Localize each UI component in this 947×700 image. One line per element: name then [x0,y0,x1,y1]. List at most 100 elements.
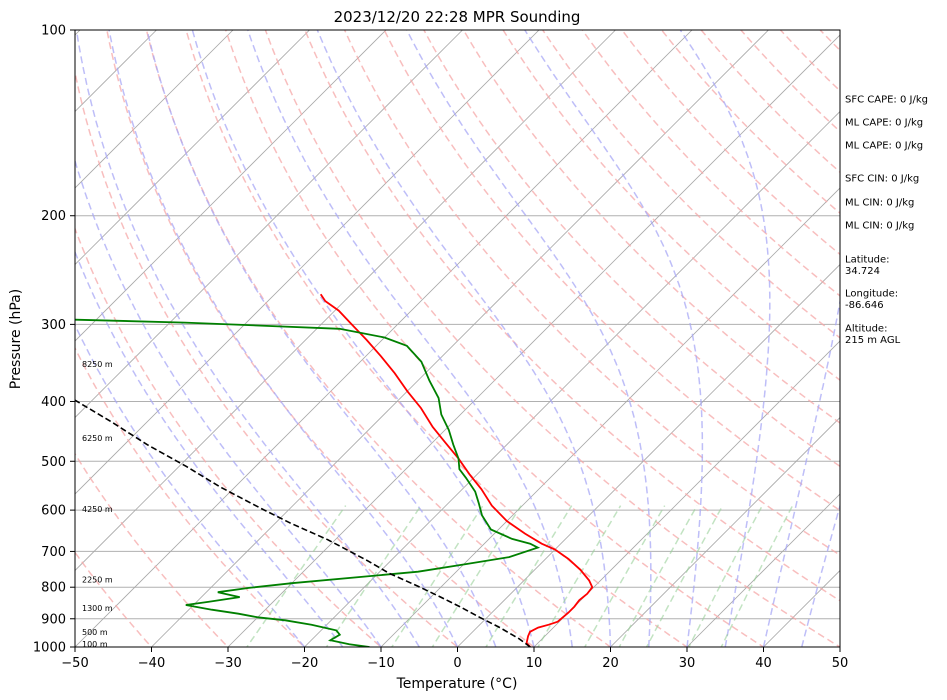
mixing-ratio-line [583,505,666,647]
stat-annotation: 215 m AGL [845,335,901,346]
height-label: 500 m [82,628,108,637]
isotherm-line [75,30,617,572]
isotherm-line [75,30,464,419]
dry-adiabat-line [462,30,840,424]
temperature-profile-line [319,293,594,647]
dry-adiabat-line [75,69,459,647]
stat-annotation: ML CAPE: 0 J/kg [845,141,923,152]
dry-adiabat-line [700,30,840,174]
height-label: 8250 m [82,360,113,369]
y-tick-label: 1000 [33,641,66,656]
y-tick-label: 100 [41,24,66,39]
stat-annotation: Latitude: [845,255,890,266]
moist-adiabat-line [524,30,704,647]
isotherm-line [303,110,840,647]
height-label: 2250 m [82,576,113,585]
mixing-ratio-line [645,505,724,647]
isotherm-line [380,187,840,647]
dry-adiabat-line [502,30,840,382]
x-tick-label: 40 [755,656,772,671]
mixing-ratio-line [688,505,763,647]
y-tick-label: 300 [41,318,66,333]
mixing-ratio-line [537,505,622,647]
x-tick-label: −40 [138,656,165,671]
dry-adiabat-line [106,30,536,647]
isotherm-line [75,30,234,189]
y-axis-label: Pressure (hPa) [8,289,24,389]
dry-adiabat-line [581,30,840,297]
y-tick-label: 200 [41,209,66,224]
stat-annotation: -86.646 [845,300,884,311]
mixing-ratio-line [618,505,698,647]
isotherm-line [75,30,158,113]
isotherm-line [609,416,840,647]
dry-adiabat-line [75,226,383,647]
dry-adiabat-line [185,30,689,647]
y-tick-label: 900 [41,612,66,627]
moist-adiabat-line [679,30,771,647]
x-tick-label: 0 [453,656,461,671]
x-tick-label: −50 [61,656,88,671]
isotherm-line [75,30,311,266]
dry-adiabat-line [75,346,306,647]
y-tick-label: 500 [41,455,66,470]
stat-annotation: Longitude: [845,289,898,300]
isotherm-line [456,263,840,647]
moist-adiabat-line [108,30,459,647]
plot-frame [74,29,841,648]
x-tick-label: 30 [679,656,696,671]
isotherm-line [150,30,770,647]
dry-adiabat-line [75,551,153,647]
chart-title: 2023/12/20 22:28 MPR Sounding [334,8,581,26]
stat-annotation: SFC CIN: 0 J/kg [845,174,919,185]
x-tick-label: −20 [291,656,318,671]
height-label: 100 m [82,640,108,649]
height-label: 1300 m [82,604,113,613]
dry-adiabat-line [541,30,840,339]
mixing-ratio-line [720,505,794,647]
y-tick-label: 700 [41,545,66,560]
moist-adiabat-line [146,30,497,647]
moist-adiabat-line [75,250,344,647]
mixing-ratio-line [431,505,522,647]
stat-annotation: Altitude: [845,324,887,335]
dry-adiabat-line [224,30,765,647]
x-tick-label: 50 [832,656,849,671]
stat-annotation: SFC CAPE: 0 J/kg [845,95,928,106]
stat-annotation: 34.724 [845,266,880,277]
moist-adiabat-line [75,323,306,647]
stat-annotation: ML CIN: 0 J/kg [845,198,914,209]
moist-adiabat-line [316,30,612,647]
y-tick-label: 800 [41,581,66,596]
dry-adiabat-line [304,30,840,602]
dry-adiabat-line [264,30,840,647]
y-tick-label: 600 [41,504,66,519]
stat-annotation: ML CIN: 0 J/kg [845,221,914,232]
isotherm-line [75,30,540,495]
x-tick-label: −30 [214,656,241,671]
y-tick-label: 400 [41,395,66,410]
moist-adiabat-line [406,30,652,647]
moist-adiabat-line [247,30,574,647]
parcel-profile-line [75,399,531,647]
mixing-ratio-line [245,505,347,647]
isotherm-line [686,493,840,647]
mixing-ratio-line [485,505,573,647]
mixing-ratio-line [390,505,484,647]
moist-adiabat-line [762,297,840,647]
isotherm-line [75,30,387,342]
height-label: 6250 m [82,434,113,443]
moist-adiabat-line [191,30,535,647]
dewpoint-profile-line [75,318,541,647]
moist-adiabat-line [75,158,382,647]
stat-annotation: ML CAPE: 0 J/kg [845,118,923,129]
height-label: 4250 m [82,505,113,514]
x-axis-label: Temperature (°C) [396,676,518,692]
dry-adiabat-line [145,30,612,647]
moist-adiabat-line [75,30,420,647]
dry-adiabat-line [660,30,840,215]
moist-adiabat-line [801,503,840,647]
x-tick-label: 20 [602,656,619,671]
